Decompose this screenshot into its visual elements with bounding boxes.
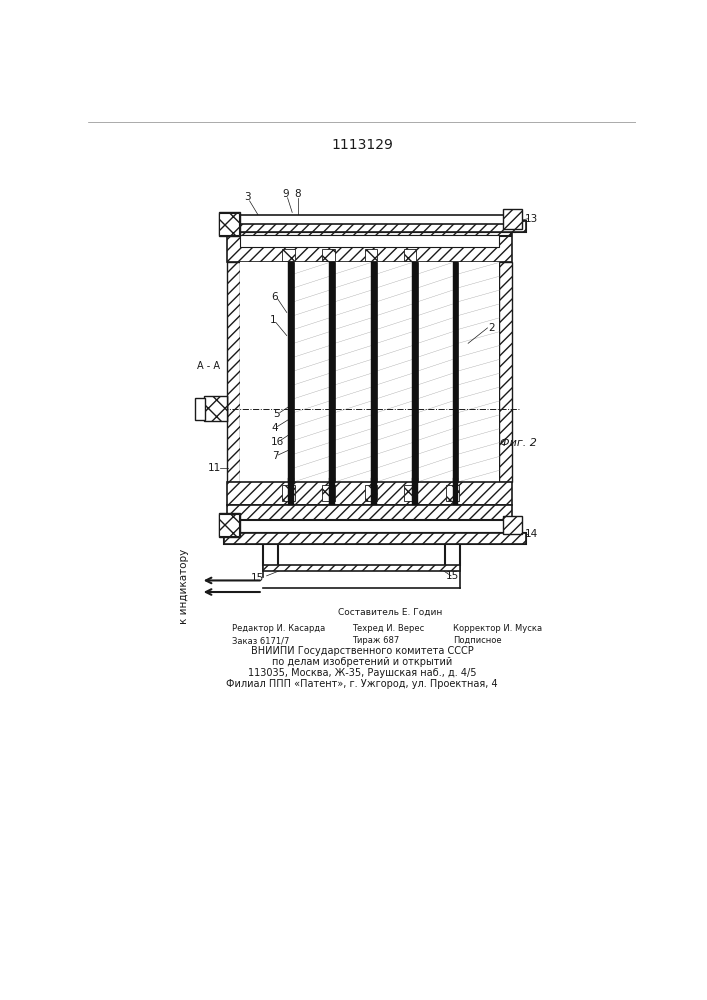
Bar (228, 520, 510, 533)
Text: Филиал ППП «Патент», г. Ужгород, ул. Проектная, 4: Филиал ППП «Патент», г. Ужгород, ул. Про… (226, 679, 498, 689)
Bar (404, 485, 416, 501)
Text: к индикатору: к индикатору (179, 549, 189, 624)
Bar (329, 262, 335, 482)
Bar (218, 213, 239, 235)
Text: 5: 5 (274, 409, 280, 419)
Text: ВНИИПИ Государственного комитета СССР: ВНИИПИ Государственного комитета СССР (250, 646, 473, 656)
Bar (282, 485, 295, 501)
Bar (204, 396, 227, 421)
Bar (224, 533, 526, 544)
Bar (377, 262, 412, 482)
Text: Составитель Е. Годин: Составитель Е. Годин (339, 608, 443, 617)
Text: 15: 15 (446, 571, 460, 581)
Bar (218, 212, 240, 235)
Bar (371, 262, 377, 482)
Bar (335, 262, 371, 482)
Text: 14: 14 (525, 529, 538, 539)
Text: Тираж 687: Тираж 687 (352, 636, 399, 645)
Text: 3: 3 (244, 192, 250, 202)
Bar (412, 262, 418, 482)
Bar (365, 249, 378, 261)
Bar (227, 262, 240, 482)
Text: 6: 6 (271, 292, 278, 302)
Text: по делам изобретений и открытий: по делам изобретений и открытий (271, 657, 452, 667)
Bar (458, 262, 499, 482)
Bar (371, 478, 377, 505)
Bar (224, 221, 526, 232)
Bar (240, 262, 288, 482)
Text: Техред И. Верес: Техред И. Верес (352, 624, 424, 633)
Text: 2: 2 (488, 323, 495, 333)
Text: 15: 15 (251, 573, 264, 583)
Text: 113035, Москва, Ж-35, Раушская наб., д. 4/5: 113035, Москва, Ж-35, Раушская наб., д. … (247, 668, 477, 678)
Text: А - А: А - А (197, 361, 220, 371)
Bar (218, 513, 240, 537)
Bar (322, 249, 335, 261)
Bar (365, 485, 378, 501)
Bar (412, 262, 418, 482)
Text: Корректор И. Муска: Корректор И. Муска (452, 624, 542, 633)
Bar (240, 262, 499, 482)
Text: Подписное: Подписное (452, 636, 501, 645)
Bar (228, 222, 510, 235)
Bar (227, 232, 512, 262)
Bar (224, 221, 515, 232)
Bar (329, 262, 335, 482)
Bar (224, 533, 526, 544)
Text: 1113129: 1113129 (331, 138, 393, 152)
Text: 9: 9 (283, 189, 289, 199)
Bar (288, 262, 293, 482)
Text: Редактор И. Касарда: Редактор И. Касарда (232, 624, 325, 633)
Text: 7: 7 (271, 451, 279, 461)
Text: 8: 8 (294, 189, 301, 199)
Bar (228, 215, 518, 224)
Bar (452, 262, 458, 482)
Text: Заказ 6171/7: Заказ 6171/7 (232, 636, 289, 645)
Bar (194, 398, 206, 420)
Bar (293, 262, 329, 482)
Text: Фиг. 2: Фиг. 2 (500, 438, 537, 448)
Bar (503, 209, 522, 229)
Bar (499, 262, 512, 482)
Bar (227, 482, 512, 505)
Bar (282, 249, 295, 261)
Bar (503, 516, 522, 534)
Bar (219, 514, 239, 536)
Bar (240, 235, 499, 247)
Bar (452, 478, 458, 505)
Bar (288, 262, 293, 482)
Text: 13: 13 (525, 214, 538, 224)
Bar (322, 485, 335, 501)
Bar (329, 478, 335, 505)
Text: 16: 16 (271, 437, 284, 447)
Text: 4: 4 (271, 423, 278, 433)
Bar (446, 485, 459, 501)
Bar (452, 262, 458, 482)
Bar (404, 249, 416, 261)
Text: 1: 1 (269, 315, 276, 325)
Bar (418, 262, 452, 482)
Bar (224, 221, 526, 232)
Bar (288, 478, 293, 505)
Bar (412, 478, 418, 505)
Bar (227, 505, 512, 520)
Bar (263, 565, 460, 571)
Text: 11: 11 (208, 463, 221, 473)
Bar (371, 262, 377, 482)
